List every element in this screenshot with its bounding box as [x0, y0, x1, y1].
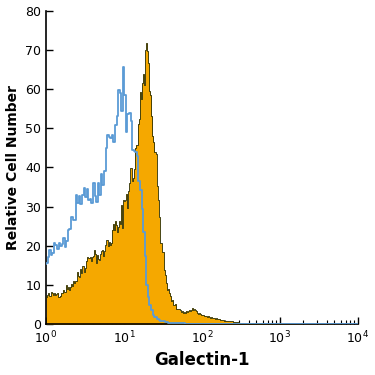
- X-axis label: Galectin-1: Galectin-1: [154, 351, 250, 369]
- Y-axis label: Relative Cell Number: Relative Cell Number: [6, 85, 20, 250]
